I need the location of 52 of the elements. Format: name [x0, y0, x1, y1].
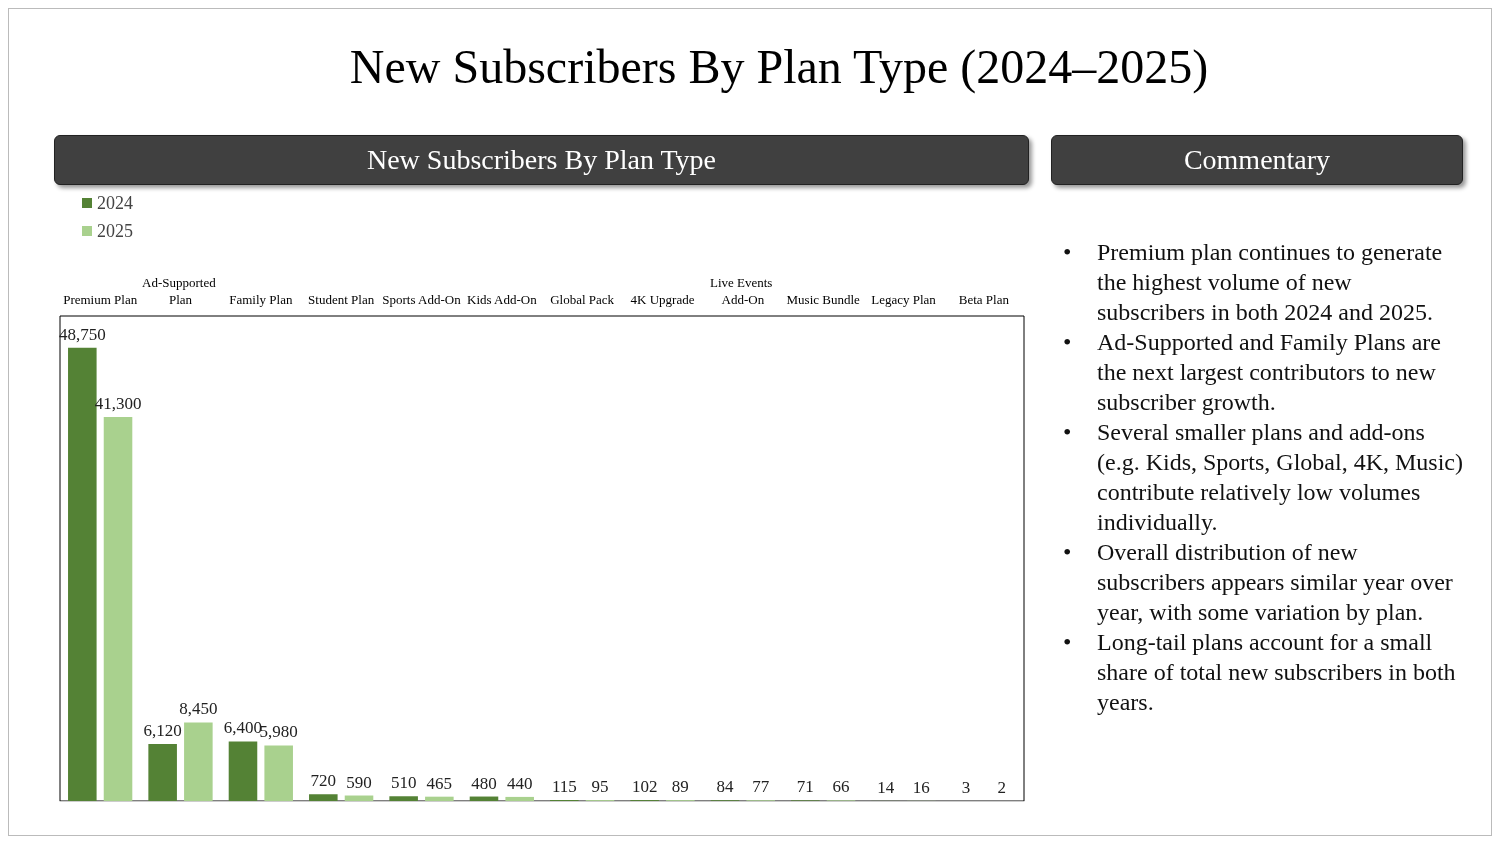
x-tick-label: Family Plan	[229, 292, 293, 307]
bar	[264, 745, 293, 801]
data-label: 66	[832, 777, 850, 797]
chart-title: New Subscribers By Plan Type (2024–2025)	[348, 39, 1210, 94]
x-tick-label: Sports Add-On	[382, 292, 462, 307]
x-tick-label: 4K Upgrade	[630, 292, 695, 307]
x-tick-label: Ad-Supported Plan	[142, 275, 219, 307]
legend-label: 2025	[97, 221, 133, 241]
text: • Several smaller plans and add-ons (e.g. Kids, Sports, Global, 4K, Music) contribute relatively low volumes individually.	[1063, 418, 1463, 537]
text: • Ad-Supported and Family Plans are the next largest contributors to new subscriber growth.	[1063, 328, 1442, 417]
bar	[389, 796, 418, 801]
bar	[505, 796, 534, 801]
data-label: 480	[471, 773, 497, 793]
data-label: 6,120	[143, 721, 182, 741]
data-label: 89	[671, 777, 689, 797]
text: Commentary	[1051, 135, 1463, 185]
data-label: 440	[506, 773, 533, 793]
bar	[148, 744, 177, 801]
data-label: 16	[912, 777, 930, 797]
x-tick-label: Global Pack	[550, 292, 615, 307]
data-label: 3	[961, 777, 971, 797]
data-label: 510	[390, 773, 417, 793]
text: • Overall distribution of new subscribers appears similar year over year, with some variation by plan.	[1063, 538, 1454, 627]
data-label: 115	[551, 776, 577, 796]
text: • Premium plan continues to generate the highest volume of new subscribers in both 2024 and 2025.	[1063, 238, 1444, 327]
x-tick-label: Music Bundle	[786, 292, 861, 307]
x-tick-label: Premium Plan	[63, 292, 138, 307]
bar	[309, 794, 338, 801]
data-label: 102	[631, 777, 658, 797]
data-label: 590	[346, 772, 372, 792]
data-label: 8,450	[179, 699, 218, 719]
bar	[425, 796, 454, 801]
bar	[184, 722, 213, 801]
data-label: 2	[997, 777, 1006, 797]
bar	[103, 417, 133, 801]
x-tick-label: Student Plan	[308, 292, 375, 307]
x-tick-label: Live Events Add-On	[709, 275, 776, 307]
chart-subtitle: New Subscribers By Plan Type	[54, 135, 1029, 185]
data-label: 84	[716, 777, 734, 797]
data-label: 71	[796, 777, 814, 797]
bar	[228, 741, 258, 801]
data-label: 95	[591, 777, 609, 797]
data-label: 465	[426, 773, 453, 793]
x-tick-label: Legacy Plan	[871, 292, 937, 307]
bar	[68, 347, 97, 801]
x-tick-label: Kids Add-On	[466, 292, 538, 307]
data-label: 77	[752, 777, 770, 797]
legend-label: 2024	[97, 193, 133, 213]
data-label: 14	[877, 777, 895, 797]
x-tick-label: Beta Plan	[958, 292, 1010, 307]
text: • Long-tail plans account for a small share of total new subscribers in both years.	[1063, 628, 1457, 717]
data-label: 720	[310, 771, 337, 791]
